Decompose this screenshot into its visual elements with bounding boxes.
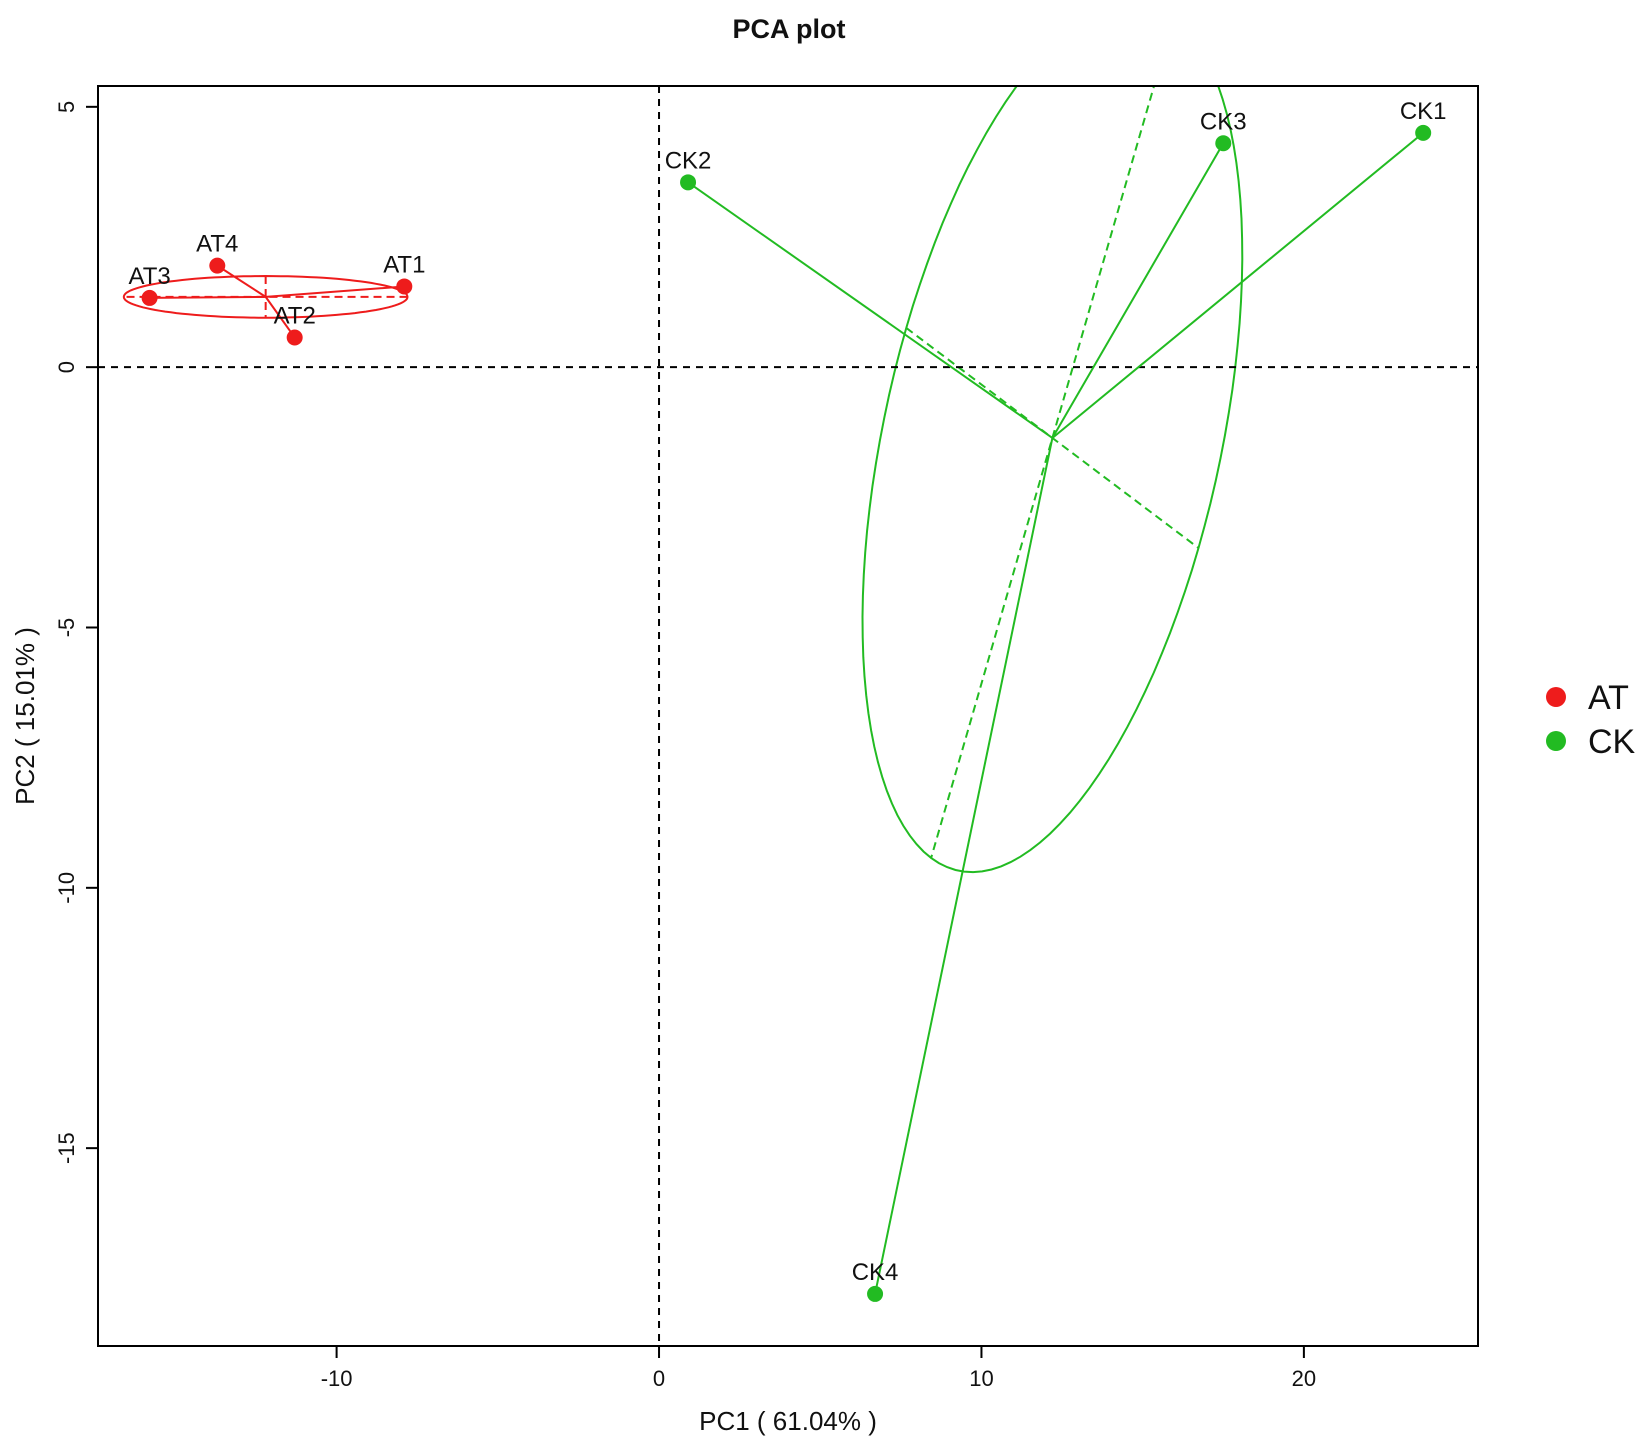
data-points (141, 124, 1432, 1302)
legend-label-at: AT (1588, 679, 1629, 717)
spoke-at2 (264, 296, 296, 339)
point-label-ck2: CK2 (665, 147, 712, 174)
legend-marker-ck (1546, 731, 1566, 751)
x-tick-label: 10 (969, 1366, 993, 1391)
spoke-at4 (216, 264, 267, 298)
x-axis-ticks: -10 0 10 20 (321, 1346, 1316, 1391)
y-axis-label: PC2 ( 15.01% ) (10, 627, 40, 805)
plot-frame (97, 85, 1479, 1347)
spoke-ck2 (687, 181, 1053, 439)
group-ellipses (122, 86, 1244, 874)
point-at1 (396, 278, 413, 295)
spoke-ck1 (1051, 132, 1424, 439)
x-axis-label: PC1 ( 61.04% ) (699, 1406, 877, 1436)
point-ck1 (1415, 124, 1432, 141)
spoke-ck3 (1051, 142, 1225, 439)
point-label-ck1: CK1 (1400, 98, 1447, 125)
ellipse-axis-ck-1 (930, 86, 1156, 859)
y-axis-ticks: 5 0 -5 -10 -15 (54, 101, 98, 1164)
point-labels: AT1 AT2 AT3 AT4 CK1 CK2 CK3 CK4 (128, 98, 1446, 1286)
reference-lines (98, 86, 1478, 1346)
point-ck3 (1215, 135, 1232, 152)
spoke-at3 (149, 295, 266, 299)
y-tick-label: 0 (54, 361, 79, 373)
point-label-ck4: CK4 (852, 1259, 899, 1286)
point-label-at1: AT1 (383, 251, 425, 278)
y-tick-label: -15 (54, 1132, 79, 1164)
point-at4 (209, 257, 226, 274)
x-tick-label: 0 (653, 1366, 665, 1391)
group-spokes (149, 132, 1424, 1295)
point-label-at4: AT4 (196, 231, 238, 258)
spoke-at1 (265, 285, 405, 298)
point-at3 (141, 289, 158, 306)
y-tick-label: -5 (54, 618, 79, 638)
x-tick-label: 20 (1292, 1366, 1316, 1391)
ellipse-at (122, 274, 409, 319)
spoke-ck4 (874, 437, 1054, 1295)
legend: AT CK (1546, 679, 1636, 761)
y-tick-label: -10 (54, 872, 79, 904)
legend-marker-at (1546, 687, 1566, 707)
legend-label-ck: CK (1588, 723, 1636, 761)
point-at2 (286, 329, 303, 346)
chart-title: PCA plot (733, 14, 846, 44)
point-label-at3: AT3 (128, 263, 170, 290)
point-ck4 (867, 1285, 884, 1302)
x-tick-label: -10 (321, 1366, 353, 1391)
point-label-ck3: CK3 (1200, 108, 1247, 135)
y-tick-label: 5 (54, 101, 79, 113)
point-label-at2: AT2 (274, 302, 316, 329)
point-ck2 (680, 174, 697, 191)
